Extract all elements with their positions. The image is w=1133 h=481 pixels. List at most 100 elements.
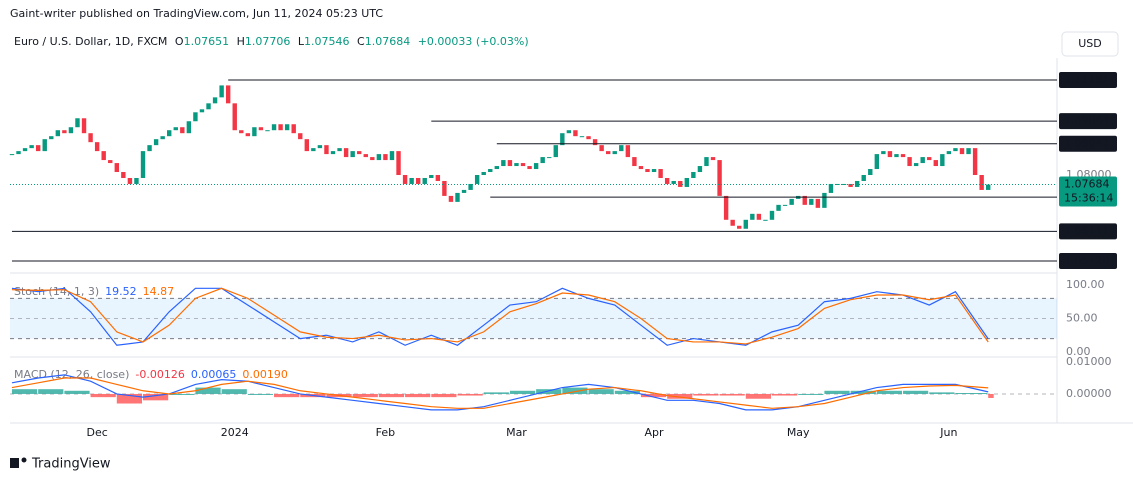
candle [357,151,362,155]
macd-histogram-bar [221,389,247,394]
ohlc-key: C [357,35,365,48]
legend-main: Euro / U.S. Dollar, 1D, FXCM O1.07651 H1… [14,35,529,48]
macd-legend: MACD (12, 26, close) -0.00126 0.00065 0.001… [14,368,288,381]
macd-value: 0.00065 [191,368,237,381]
candle [383,154,388,161]
candle [311,148,316,152]
candle [153,139,159,146]
candle [619,145,624,152]
macd-histogram-bar [929,392,955,394]
candle [632,157,637,167]
candle [756,213,762,220]
candle [68,127,74,134]
macd-histogram-bar [431,393,457,398]
candle [55,130,61,137]
ohlc-key: L [298,35,305,48]
macd-histogram-bar [640,393,667,398]
candle [966,148,971,155]
published-note: Gaint-writer published on TradingView.co… [10,7,383,20]
macd-histogram-bar [352,393,378,398]
candle [42,139,47,152]
candle [16,151,21,155]
candle [737,225,742,229]
candle [258,127,264,131]
candle [815,198,821,208]
candle [461,189,467,193]
candle [415,177,421,184]
candle [180,127,185,134]
candle [927,157,932,161]
candle [638,166,644,170]
candle [527,166,532,170]
candle [822,192,827,208]
candle [979,175,984,190]
macd-histogram-bar [116,393,143,404]
candle [972,148,978,176]
candle [402,175,408,184]
candle [684,177,690,187]
candle [49,136,54,140]
candle [271,124,277,131]
candle [337,148,342,152]
candle [186,121,192,134]
level-label: 1.09047 [1064,137,1110,150]
candle [533,163,539,170]
currency-button[interactable] [1061,31,1119,57]
candle [108,160,113,164]
stoch-d-value: 14.87 [143,285,175,298]
candle [62,130,67,134]
stoch-k-value: 19.52 [105,285,137,298]
candle [455,192,460,202]
macd-histogram-bar [667,393,693,399]
candle [573,130,578,137]
macd-histogram-bar [38,389,64,394]
candle [959,148,965,155]
brand: TradingView [31,457,111,472]
candle [114,163,119,173]
ohlc-value: 1.07706 [245,35,291,48]
change: +0.00033 (+0.03%) [418,35,529,48]
candle [75,118,80,128]
candle [881,151,886,155]
candle [848,183,853,187]
level-label: 1.05120 [1064,254,1110,267]
y-tick-label: 100.00 [1066,278,1105,291]
candle [750,213,755,220]
candle [769,210,775,220]
y-tick-label: 0.00000 [1066,387,1112,400]
macd-histogram-bar [457,393,483,396]
indicator-line [11,287,989,346]
candle [317,145,323,149]
candle [409,177,414,184]
candle [212,97,218,104]
macd-histogram-bar [562,387,588,394]
candle [396,151,401,176]
candle [488,169,493,173]
candle [710,157,716,161]
currency[interactable]: USD [1078,37,1102,50]
candle [776,204,781,211]
candle [592,139,598,146]
indicator-line [11,377,989,409]
candle [782,204,788,206]
candle [763,219,768,221]
candle [127,177,133,184]
candle [717,160,722,196]
y-tick-label: 0.00 [1066,345,1091,358]
macd-histogram-bar [614,390,640,394]
candle [874,154,880,170]
candle [265,130,270,132]
ohlc-value: 1.07684 [365,35,411,48]
candle [376,154,382,161]
indicator-line [11,374,989,411]
candle [29,145,34,149]
macd-histogram-bar [745,393,771,399]
candle [697,166,703,173]
candle [442,180,447,196]
macd-histogram-bar [143,393,169,401]
candle [809,198,814,205]
candle [435,175,441,181]
candle [586,136,591,140]
candle [579,136,585,138]
